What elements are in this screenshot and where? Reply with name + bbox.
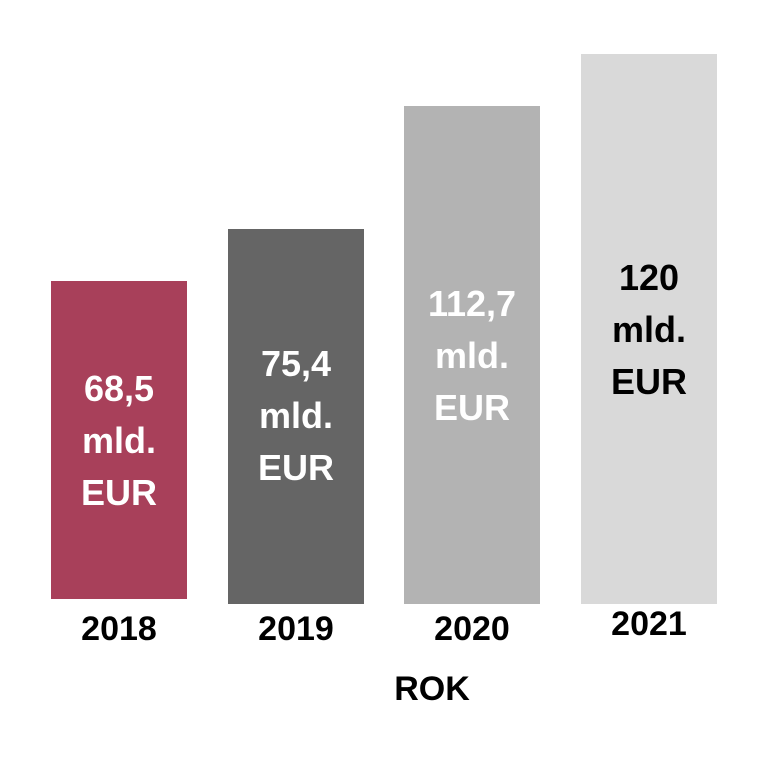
x-tick-label-2019: 2019: [258, 610, 334, 648]
x-tick-label-2018: 2018: [81, 610, 157, 648]
bar-labels-layer: 68,5 mld. EUR 75,4 mld. EUR 112,7 mld. EUR 120 mld…: [81, 257, 687, 513]
bar-2018: [51, 281, 187, 599]
data-label-2021-line-3: EUR: [611, 361, 687, 402]
data-label-2020-line-3: EUR: [434, 387, 510, 428]
data-label-2019-line-3: EUR: [258, 447, 334, 488]
data-label-2021-line-2: mld.: [612, 309, 686, 350]
bar-2021: [581, 54, 717, 604]
data-label-2019-line-2: mld.: [259, 395, 333, 436]
bar-2019: [228, 229, 364, 604]
bar-2020: [404, 106, 540, 604]
data-label-2020-line-2: mld.: [435, 335, 509, 376]
data-label-2018-line-2: mld.: [82, 420, 156, 461]
data-label-2019-line-1: 75,4: [261, 343, 331, 384]
data-label-2020-line-1: 112,7: [428, 283, 516, 324]
x-axis-label: ROK: [394, 670, 470, 708]
x-tick-label-2020: 2020: [434, 610, 510, 648]
data-label-2018-line-1: 68,5: [84, 368, 154, 409]
data-label-2021-line-1: 120: [619, 257, 679, 298]
bars-layer: [51, 54, 717, 604]
x-tick-labels: 2018 2019 2020 2021: [81, 605, 687, 648]
x-tick-label-2021: 2021: [611, 605, 687, 643]
data-label-2018-line-3: EUR: [81, 472, 157, 513]
